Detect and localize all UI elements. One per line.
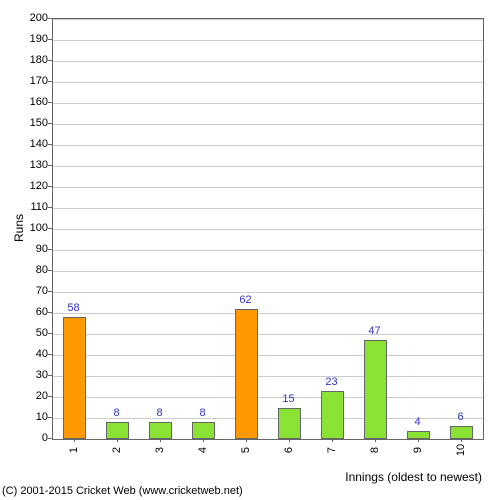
bar-value-label: 62 [239, 294, 251, 306]
gridline [53, 397, 483, 398]
y-tick-label: 180 [8, 54, 48, 66]
y-tick-label: 100 [8, 222, 48, 234]
x-tick-label: 3 [154, 440, 166, 460]
bar-value-label: 58 [67, 302, 79, 314]
y-tick-label: 80 [8, 264, 48, 276]
bar [192, 422, 216, 439]
y-tick-label: 140 [8, 138, 48, 150]
y-tick-mark [48, 396, 52, 397]
bar-value-label: 8 [156, 407, 162, 419]
y-tick-mark [48, 333, 52, 334]
y-tick-mark [48, 270, 52, 271]
y-tick-mark [48, 39, 52, 40]
bar-value-label: 6 [457, 411, 463, 423]
y-tick-mark [48, 417, 52, 418]
y-tick-label: 200 [8, 12, 48, 24]
y-tick-mark [48, 312, 52, 313]
bar-value-label: 23 [325, 376, 337, 388]
copyright-text: (C) 2001-2015 Cricket Web (www.cricketwe… [2, 485, 243, 497]
chart-container: Runs Innings (oldest to newest) (C) 2001… [0, 0, 500, 500]
gridline [53, 355, 483, 356]
y-tick-label: 30 [8, 369, 48, 381]
gridline [53, 82, 483, 83]
y-tick-label: 160 [8, 96, 48, 108]
bar-value-label: 15 [282, 393, 294, 405]
bar [235, 309, 259, 439]
gridline [53, 313, 483, 314]
bar-value-label: 8 [199, 407, 205, 419]
bar-value-label: 47 [368, 325, 380, 337]
x-axis-label: Innings (oldest to newest) [345, 470, 482, 484]
x-tick-label: 8 [369, 440, 381, 460]
x-tick-label: 10 [455, 440, 467, 460]
y-tick-mark [48, 207, 52, 208]
gridline [53, 40, 483, 41]
y-tick-label: 60 [8, 306, 48, 318]
x-tick-label: 7 [326, 440, 338, 460]
x-tick-label: 2 [111, 440, 123, 460]
gridline [53, 124, 483, 125]
gridline [53, 145, 483, 146]
x-tick-label: 4 [197, 440, 209, 460]
y-tick-mark [48, 375, 52, 376]
y-tick-mark [48, 228, 52, 229]
bar-value-label: 8 [113, 407, 119, 419]
y-tick-mark [48, 165, 52, 166]
gridline [53, 376, 483, 377]
y-tick-label: 110 [8, 201, 48, 213]
bar [63, 317, 87, 439]
y-tick-mark [48, 291, 52, 292]
gridline [53, 61, 483, 62]
bar [149, 422, 173, 439]
gridline [53, 292, 483, 293]
gridline [53, 208, 483, 209]
plot-area [52, 18, 484, 440]
y-tick-mark [48, 102, 52, 103]
y-tick-label: 50 [8, 327, 48, 339]
y-tick-label: 170 [8, 75, 48, 87]
y-tick-label: 130 [8, 159, 48, 171]
x-tick-label: 1 [68, 440, 80, 460]
y-tick-mark [48, 186, 52, 187]
y-tick-label: 150 [8, 117, 48, 129]
y-tick-label: 120 [8, 180, 48, 192]
gridline [53, 229, 483, 230]
y-tick-mark [48, 60, 52, 61]
x-tick-label: 9 [412, 440, 424, 460]
y-tick-label: 190 [8, 33, 48, 45]
gridline [53, 103, 483, 104]
y-tick-label: 40 [8, 348, 48, 360]
y-tick-mark [48, 18, 52, 19]
gridline [53, 166, 483, 167]
y-tick-label: 70 [8, 285, 48, 297]
y-tick-mark [48, 354, 52, 355]
y-tick-label: 90 [8, 243, 48, 255]
x-tick-label: 5 [240, 440, 252, 460]
bar [321, 391, 345, 439]
bar [106, 422, 130, 439]
gridline [53, 271, 483, 272]
y-tick-mark [48, 123, 52, 124]
y-tick-label: 10 [8, 411, 48, 423]
y-tick-label: 20 [8, 390, 48, 402]
bar [364, 340, 388, 439]
y-tick-label: 0 [8, 432, 48, 444]
bar-value-label: 4 [414, 416, 420, 428]
y-tick-mark [48, 144, 52, 145]
x-tick-label: 6 [283, 440, 295, 460]
bar [278, 408, 302, 440]
gridline [53, 250, 483, 251]
y-tick-mark [48, 249, 52, 250]
gridline [53, 334, 483, 335]
y-tick-mark [48, 81, 52, 82]
gridline [53, 19, 483, 20]
y-tick-mark [48, 438, 52, 439]
gridline [53, 187, 483, 188]
